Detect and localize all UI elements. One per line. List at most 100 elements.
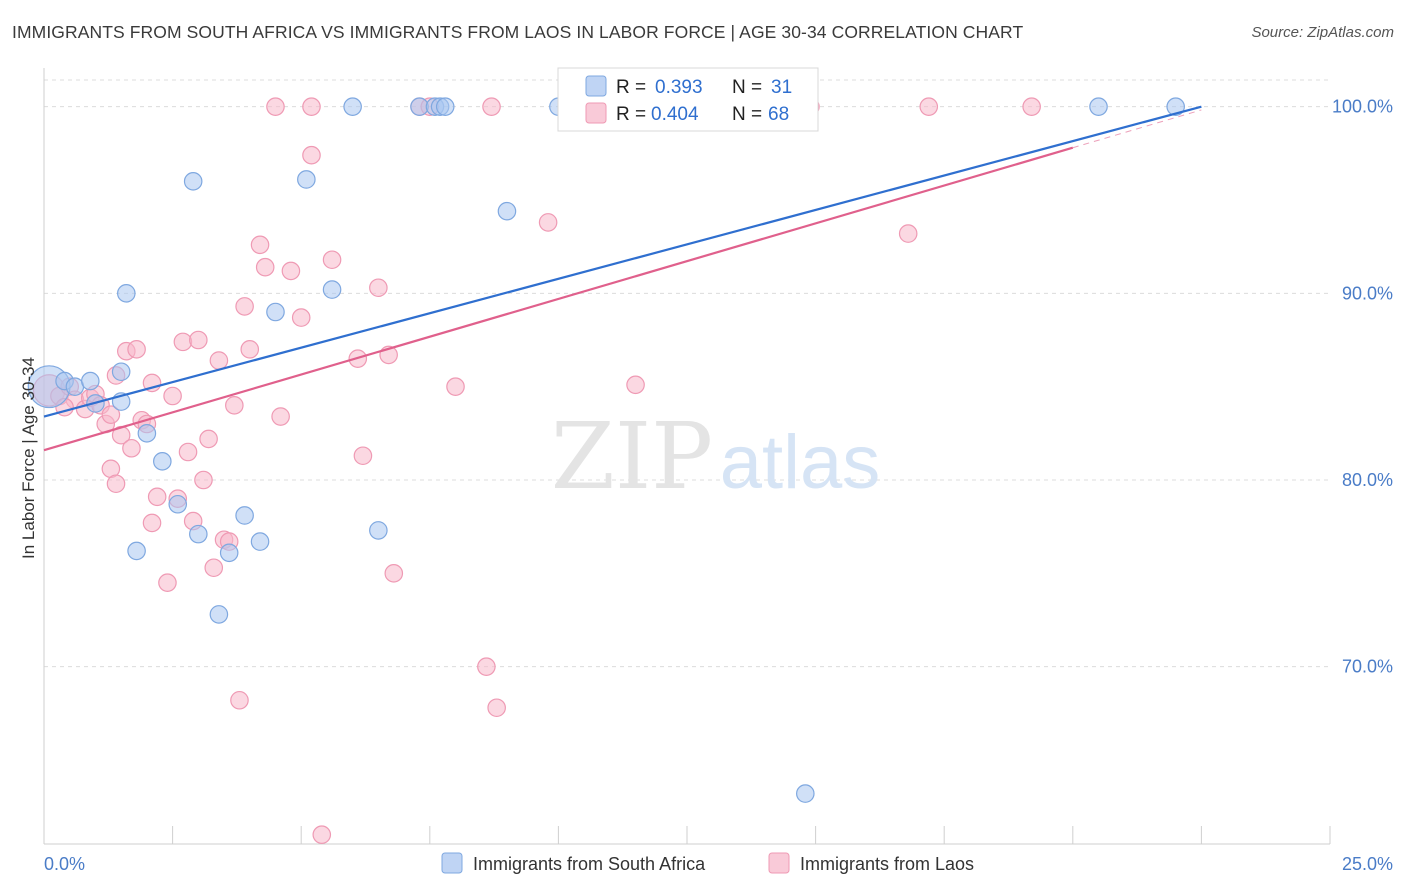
laos-point-15 [122, 438, 141, 458]
y-tick-label-80: 80.0% [1342, 470, 1393, 490]
x-tick-label-min: 0.0% [44, 854, 85, 874]
legend-n-label-south-africa: N = [732, 77, 762, 98]
y-axis-label: In Labor Force | Age 30-34 [19, 357, 38, 559]
trend-line-laos-extension [1072, 109, 1202, 149]
south-africa-point-17 [250, 532, 270, 551]
south-africa-point-19 [297, 170, 316, 189]
chart-title: IMMIGRANTS FROM SOUTH AFRICA VS IMMIGRAN… [12, 22, 1024, 42]
laos-point-39 [250, 235, 270, 255]
laos-point-40 [255, 257, 275, 277]
chart-source: Source: ZipAtlas.com [1251, 24, 1394, 41]
laos-point-56 [446, 377, 465, 396]
bottom-legend-swatch-south-africa [441, 852, 463, 874]
y-tick-label-70: 70.0% [1342, 657, 1393, 677]
south-africa-point-22 [369, 521, 388, 540]
south-africa-point-15 [219, 543, 239, 563]
laos-point-19 [142, 513, 162, 533]
laos-point-35 [225, 396, 244, 415]
south-africa-point-12 [183, 172, 203, 191]
trend-line-south-africa [43, 105, 1202, 418]
south-africa-point-31 [1166, 97, 1185, 116]
south-africa-point-3 [81, 371, 100, 391]
laos-point-50 [353, 446, 373, 466]
laos-point-48 [322, 250, 342, 270]
laos-point-47 [312, 825, 332, 844]
watermark-zip: ZIP [551, 403, 713, 510]
south-africa-point-7 [117, 284, 136, 303]
laos-point-53 [384, 564, 404, 583]
south-africa-point-26 [435, 97, 455, 116]
south-africa-point-9 [137, 424, 157, 443]
laos-point-23 [163, 386, 182, 406]
laos-point-64 [898, 224, 918, 243]
south-africa-point-20 [322, 280, 342, 299]
south-africa-point-13 [189, 524, 208, 544]
laos-point-25 [173, 332, 193, 352]
laos-point-36 [230, 690, 249, 710]
grid-lines [44, 79, 1330, 668]
legend-swatch-south-africa [585, 75, 607, 97]
laos-point-57 [477, 657, 496, 676]
south-africa-point-5 [111, 362, 131, 382]
south-africa-point-21 [343, 97, 362, 116]
y-tick-labels: 70.0% 80.0% 90.0% 100.0% [1332, 97, 1393, 677]
south-africa-point-16 [235, 506, 254, 525]
trend-line-laos [43, 146, 1074, 452]
y-tick-label-90: 90.0% [1342, 283, 1393, 303]
laos-point-43 [281, 261, 301, 281]
south-africa-point-2 [65, 377, 85, 396]
laos-point-45 [302, 97, 321, 116]
laos-point-58 [482, 97, 501, 116]
series-laos-points [32, 97, 1041, 844]
laos-point-51 [369, 278, 388, 298]
laos-point-16 [127, 340, 146, 359]
top-legend: R = 0.393 N = 31 R = 0.404 N = 68 [557, 67, 819, 132]
laos-point-65 [919, 97, 939, 116]
south-africa-point-8 [127, 541, 146, 561]
laos-point-66 [1022, 97, 1041, 116]
legend-r-value-south-africa: 0.393 [655, 77, 703, 98]
laos-point-28 [189, 330, 208, 350]
laos-point-9 [101, 405, 121, 424]
south-africa-point-30 [1089, 97, 1108, 116]
y-tick-label-100: 100.0% [1332, 97, 1393, 117]
legend-n-value-laos: 68 [768, 104, 789, 125]
watermark: ZIP atlas [551, 403, 880, 510]
laos-point-21 [147, 487, 167, 507]
laos-point-26 [178, 442, 198, 462]
laos-point-12 [106, 474, 126, 494]
laos-point-30 [199, 429, 218, 449]
laos-point-59 [487, 698, 506, 718]
legend-n-label-laos: N = [732, 104, 762, 125]
bottom-legend: Immigrants from South Africa Immigrants … [441, 852, 974, 874]
south-africa-point-14 [209, 605, 229, 624]
laos-point-22 [158, 573, 177, 592]
south-africa-point-18 [266, 302, 285, 322]
laos-point-60 [538, 213, 558, 232]
laos-point-37 [235, 297, 254, 316]
legend-r-label-south-africa: R = [616, 77, 646, 98]
trend-lines [43, 105, 1202, 452]
legend-n-value-south-africa: 31 [771, 77, 792, 98]
laos-point-38 [240, 340, 260, 359]
x-tick-label-max: 25.0% [1342, 854, 1393, 874]
laos-point-46 [302, 145, 321, 165]
laos-point-61 [626, 375, 645, 395]
axes [43, 68, 1331, 845]
laos-point-42 [271, 407, 290, 426]
south-africa-point-10 [153, 452, 172, 471]
bottom-legend-label-south-africa: Immigrants from South Africa [473, 854, 706, 874]
laos-point-32 [209, 351, 229, 370]
legend-r-label-laos: R = [616, 104, 646, 125]
laos-point-29 [194, 470, 213, 490]
laos-point-31 [204, 558, 224, 578]
south-africa-point-27 [497, 201, 517, 221]
south-africa-point-29 [796, 784, 815, 803]
legend-swatch-laos [585, 102, 607, 124]
bottom-legend-label-laos: Immigrants from Laos [800, 854, 974, 874]
south-africa-point-11 [168, 494, 188, 514]
south-africa-point-23 [410, 97, 429, 116]
laos-point-44 [291, 308, 311, 327]
watermark-atlas: atlas [720, 420, 881, 505]
